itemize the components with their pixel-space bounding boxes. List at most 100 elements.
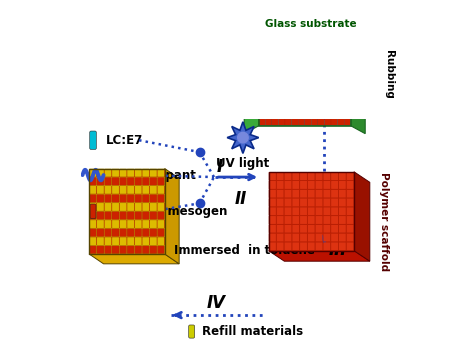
FancyBboxPatch shape	[97, 237, 104, 245]
FancyBboxPatch shape	[265, 106, 272, 115]
FancyBboxPatch shape	[323, 207, 330, 215]
FancyBboxPatch shape	[269, 181, 276, 189]
FancyBboxPatch shape	[323, 199, 330, 207]
FancyBboxPatch shape	[316, 190, 323, 198]
FancyBboxPatch shape	[142, 177, 149, 186]
FancyBboxPatch shape	[272, 95, 278, 105]
FancyBboxPatch shape	[119, 194, 127, 202]
FancyBboxPatch shape	[119, 177, 127, 186]
FancyBboxPatch shape	[316, 172, 323, 180]
Polygon shape	[269, 251, 370, 261]
FancyBboxPatch shape	[344, 85, 351, 95]
FancyBboxPatch shape	[305, 75, 311, 85]
Polygon shape	[227, 122, 259, 153]
FancyBboxPatch shape	[112, 212, 119, 220]
FancyBboxPatch shape	[90, 169, 96, 177]
FancyBboxPatch shape	[265, 65, 272, 75]
FancyBboxPatch shape	[292, 216, 300, 224]
Bar	[259, 55, 351, 65]
FancyBboxPatch shape	[150, 220, 157, 228]
FancyBboxPatch shape	[127, 194, 134, 202]
FancyBboxPatch shape	[311, 116, 318, 126]
FancyBboxPatch shape	[90, 203, 96, 211]
FancyBboxPatch shape	[284, 199, 292, 207]
FancyBboxPatch shape	[344, 55, 351, 64]
FancyBboxPatch shape	[97, 212, 104, 220]
FancyBboxPatch shape	[331, 95, 337, 105]
Text: Chiral dopant: Chiral dopant	[106, 169, 196, 182]
Bar	[259, 44, 351, 55]
Bar	[89, 194, 164, 203]
FancyBboxPatch shape	[142, 246, 149, 254]
FancyBboxPatch shape	[292, 55, 298, 64]
FancyBboxPatch shape	[112, 169, 119, 177]
FancyBboxPatch shape	[311, 34, 318, 44]
FancyBboxPatch shape	[331, 242, 338, 250]
FancyBboxPatch shape	[119, 203, 127, 211]
FancyBboxPatch shape	[292, 116, 298, 126]
FancyBboxPatch shape	[259, 85, 265, 95]
FancyBboxPatch shape	[119, 212, 127, 220]
FancyBboxPatch shape	[311, 24, 318, 34]
FancyBboxPatch shape	[331, 65, 337, 75]
Bar	[89, 203, 164, 211]
FancyBboxPatch shape	[324, 106, 331, 115]
FancyBboxPatch shape	[298, 106, 305, 115]
FancyBboxPatch shape	[127, 246, 134, 254]
FancyBboxPatch shape	[323, 181, 330, 189]
FancyBboxPatch shape	[284, 225, 292, 233]
FancyBboxPatch shape	[97, 186, 104, 194]
FancyBboxPatch shape	[272, 116, 278, 126]
FancyBboxPatch shape	[308, 181, 315, 189]
FancyBboxPatch shape	[292, 24, 298, 34]
Text: Rubbing: Rubbing	[383, 50, 393, 99]
FancyBboxPatch shape	[308, 172, 315, 180]
FancyBboxPatch shape	[259, 95, 265, 105]
FancyBboxPatch shape	[331, 190, 338, 198]
FancyBboxPatch shape	[324, 116, 331, 126]
FancyBboxPatch shape	[298, 95, 305, 105]
FancyBboxPatch shape	[300, 233, 307, 241]
FancyBboxPatch shape	[135, 194, 142, 202]
FancyBboxPatch shape	[265, 34, 272, 44]
FancyBboxPatch shape	[318, 24, 324, 34]
FancyBboxPatch shape	[259, 24, 265, 34]
FancyBboxPatch shape	[331, 225, 338, 233]
Bar	[259, 65, 351, 75]
FancyBboxPatch shape	[277, 172, 284, 180]
FancyBboxPatch shape	[112, 246, 119, 254]
FancyBboxPatch shape	[150, 194, 157, 202]
FancyBboxPatch shape	[150, 246, 157, 254]
FancyBboxPatch shape	[259, 106, 265, 115]
FancyBboxPatch shape	[316, 181, 323, 189]
FancyBboxPatch shape	[298, 44, 305, 54]
Bar	[269, 172, 354, 181]
FancyBboxPatch shape	[259, 55, 265, 64]
FancyBboxPatch shape	[344, 34, 351, 44]
FancyBboxPatch shape	[135, 220, 142, 228]
FancyBboxPatch shape	[284, 242, 292, 250]
FancyBboxPatch shape	[97, 228, 104, 237]
FancyBboxPatch shape	[300, 207, 307, 215]
FancyBboxPatch shape	[127, 237, 134, 245]
FancyBboxPatch shape	[305, 55, 311, 64]
FancyBboxPatch shape	[318, 44, 324, 54]
FancyBboxPatch shape	[112, 186, 119, 194]
FancyBboxPatch shape	[318, 75, 324, 85]
FancyBboxPatch shape	[298, 75, 305, 85]
FancyBboxPatch shape	[265, 85, 272, 95]
FancyBboxPatch shape	[259, 75, 265, 85]
FancyBboxPatch shape	[277, 216, 284, 224]
Bar	[89, 169, 164, 177]
FancyBboxPatch shape	[269, 242, 276, 250]
FancyBboxPatch shape	[316, 216, 323, 224]
FancyBboxPatch shape	[337, 34, 344, 44]
Bar	[269, 216, 354, 224]
Bar	[259, 85, 351, 95]
FancyBboxPatch shape	[259, 65, 265, 75]
FancyBboxPatch shape	[331, 233, 338, 241]
FancyBboxPatch shape	[331, 199, 338, 207]
FancyBboxPatch shape	[278, 34, 285, 44]
FancyBboxPatch shape	[127, 212, 134, 220]
FancyBboxPatch shape	[308, 207, 315, 215]
